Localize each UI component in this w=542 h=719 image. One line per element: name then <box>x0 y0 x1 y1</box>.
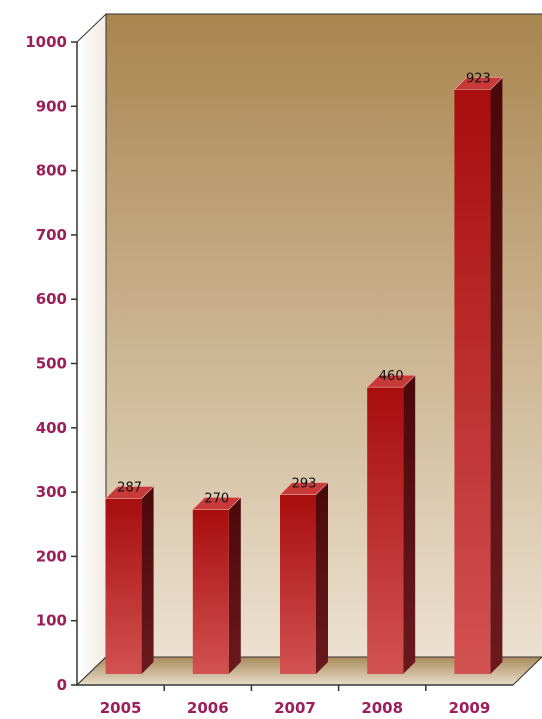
bar-side-face <box>403 375 416 674</box>
left-side-wall <box>76 12 107 687</box>
data-label: 270 <box>204 491 229 506</box>
bar-front-face <box>192 509 229 674</box>
y-axis: 0 100 200 300 400 500 600 700 800 900 1000 <box>25 33 78 694</box>
bar-side-face <box>228 497 241 674</box>
bar-top-face <box>192 497 242 510</box>
y-tick-label: 800 <box>36 162 67 180</box>
y-tick-label: 200 <box>36 547 67 565</box>
bar-top-face <box>104 486 155 499</box>
x-tick-label: 2008 <box>361 699 403 717</box>
bar-2009 <box>453 77 504 675</box>
data-label: 287 <box>117 480 142 495</box>
data-label: 460 <box>379 369 404 384</box>
x-tick-label: 2005 <box>100 699 142 717</box>
x-axis: 2005 2006 2007 2008 2009 <box>77 684 513 717</box>
y-tick-label: 500 <box>36 355 67 373</box>
x-tick-label: 2007 <box>274 699 316 717</box>
y-tick-label: 700 <box>36 226 67 244</box>
data-label: 923 <box>466 72 491 87</box>
bar-2008 <box>366 374 416 674</box>
bar-2006 <box>192 497 242 674</box>
y-tick-label: 0 <box>57 676 67 694</box>
bar-top-face <box>366 374 416 388</box>
y-tick-label: 100 <box>36 612 67 630</box>
bar-side-face <box>316 482 328 674</box>
bars: 287 270 293 460 923 <box>104 72 504 675</box>
bar-front-face <box>367 387 404 674</box>
bar-front-face <box>454 89 491 675</box>
bar-top-face <box>279 482 329 495</box>
bar-top-face <box>453 77 504 90</box>
x-tick-label: 2009 <box>449 699 491 717</box>
y-tick-label: 900 <box>36 97 67 115</box>
bar-2007 <box>279 482 329 674</box>
bar-side-face <box>141 486 154 674</box>
y-tick-label: 400 <box>36 419 67 437</box>
bar-front-face <box>105 498 142 674</box>
bar-front-face <box>280 494 316 674</box>
y-tick-label: 1000 <box>25 33 67 51</box>
x-tick-label: 2006 <box>187 699 229 717</box>
bar-2005 <box>104 486 155 674</box>
y-tick-label: 300 <box>36 483 67 501</box>
y-tick-label: 600 <box>36 290 67 308</box>
bar-side-face <box>490 77 503 675</box>
data-label: 293 <box>292 477 317 492</box>
